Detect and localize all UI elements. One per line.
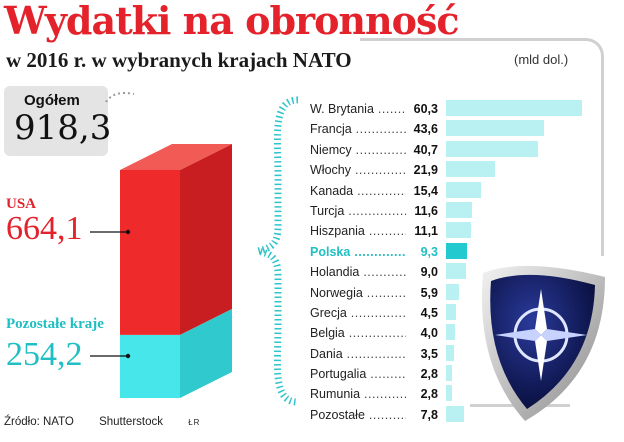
rest-leader-line-dot	[125, 353, 131, 359]
bar	[446, 181, 481, 198]
bar-row: Norwegia 5,9	[310, 283, 585, 303]
country-label: Rumunia	[310, 387, 406, 401]
bar-row: Niemcy 40,7	[310, 140, 585, 160]
data-label: 2,8	[420, 387, 438, 402]
country-label: Pozostałe	[310, 408, 406, 422]
bar-row: W. Brytania 60,3	[310, 99, 585, 119]
total-value: 918,3	[14, 108, 112, 148]
photo-credit: Shutterstock	[99, 416, 163, 428]
country-label: Grecja	[310, 306, 406, 320]
data-label: 9,3	[420, 244, 438, 259]
country-label: Hiszpania	[310, 224, 406, 238]
country-label: Dania	[310, 347, 406, 361]
bar-row: Włochy 21,9	[310, 160, 585, 180]
frame-top-decoration	[360, 38, 604, 68]
source-text: Źródło: NATO	[4, 416, 74, 428]
country-label: Turcja	[310, 204, 406, 218]
bar	[446, 324, 456, 341]
country-bar-list: W. Brytania 60,3 Francja 43,6 Niemcy 40,7 Włoc…	[310, 99, 585, 425]
usa-label: USA	[6, 196, 37, 212]
column-usa-side	[180, 144, 232, 335]
bar	[446, 283, 460, 300]
data-label: 11,6	[414, 203, 438, 218]
country-label: Holandia	[310, 265, 406, 279]
country-label: Polska	[310, 245, 406, 259]
bar-row: Rumunia 2,8	[310, 384, 585, 404]
bar-row: Holandia 9,0	[310, 262, 585, 282]
country-label: Francja	[310, 122, 406, 136]
bar-row: Belgia 4,0	[310, 323, 585, 343]
column-rest-front	[120, 334, 180, 398]
data-label: 7,8	[420, 407, 438, 422]
country-label: Portugalia	[310, 367, 406, 381]
bar	[446, 405, 464, 422]
country-label: Kanada	[310, 184, 406, 198]
brace-icon	[257, 96, 299, 406]
author-credit: ŁR	[188, 418, 201, 427]
bar-row: Portugalia 2,8	[310, 364, 585, 384]
country-label: W. Brytania	[310, 102, 406, 116]
rest-label: Pozostałe kraje	[6, 316, 104, 332]
usa-value: 664,1	[6, 210, 83, 247]
bar-row: Grecja 4,5	[310, 303, 585, 323]
data-label: 11,1	[414, 224, 438, 239]
bar-row: Polska 9,3	[310, 242, 585, 262]
bar	[446, 385, 453, 402]
bar-row: Dania 3,5	[310, 344, 585, 364]
data-label: 2,8	[420, 367, 438, 382]
data-label: 60,3	[413, 102, 438, 116]
data-label: 15,4	[413, 183, 438, 198]
nato-shield-icon	[481, 265, 605, 421]
data-label: 4,5	[420, 305, 438, 320]
bar-row: Kanada 15,4	[310, 181, 585, 201]
footer: Źródło: NATO Shutterstock ŁR	[4, 416, 222, 428]
frame-right-decoration	[601, 60, 604, 256]
bar	[446, 365, 453, 382]
bar	[446, 120, 545, 137]
column-usa-front	[120, 170, 180, 335]
country-label: Norwegia	[310, 286, 406, 300]
data-label: 5,9	[420, 285, 438, 300]
bar	[446, 222, 472, 239]
data-label: 9,0	[420, 265, 438, 280]
bar-row: Turcja 11,6	[310, 201, 585, 221]
usa-leader-line-dot	[125, 229, 131, 235]
bar	[446, 303, 457, 320]
data-label: 4,0	[420, 326, 438, 341]
column-top	[120, 144, 232, 170]
bar	[446, 201, 473, 218]
bar	[446, 100, 582, 116]
total-box	[4, 86, 108, 156]
data-label: 21,9	[413, 163, 438, 178]
data-label: 3,5	[420, 346, 438, 361]
rest-value: 254,2	[6, 336, 83, 373]
country-label: Belgia	[310, 326, 406, 340]
unit-label: (mld dol.)	[514, 52, 569, 67]
country-label: Niemcy	[310, 143, 406, 157]
bar	[446, 263, 467, 280]
bar	[446, 140, 538, 157]
bar	[446, 344, 454, 361]
total-label: Ogółem	[24, 92, 80, 109]
bar	[446, 242, 467, 259]
bar-row: Pozostałe 7,8	[310, 405, 585, 425]
bar-row: Hiszpania 11,1	[310, 221, 585, 241]
bar-row: Francja 43,6	[310, 119, 585, 139]
chart-subtitle: w 2016 r. w wybranych krajach NATO	[6, 48, 352, 72]
data-label: 43,6	[413, 122, 438, 137]
bar	[446, 161, 496, 178]
column-rest-side	[180, 308, 232, 398]
data-label: 40,7	[413, 142, 438, 157]
country-label: Włochy	[310, 163, 406, 177]
chart-title: Wydatki na obronność	[4, 0, 460, 43]
